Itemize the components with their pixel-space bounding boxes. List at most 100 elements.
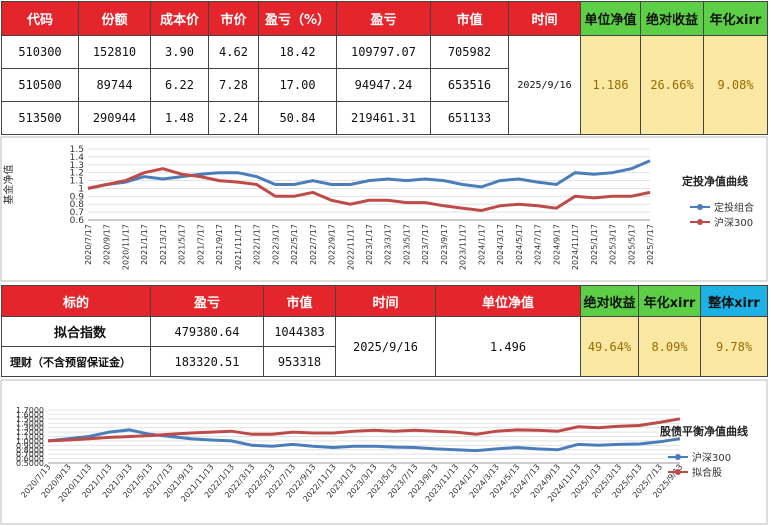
table-header: 盈亏 xyxy=(336,1,431,36)
chart-title: 股债平衡净值曲线 xyxy=(660,424,748,438)
table-header: 时间 xyxy=(335,285,436,317)
legend-label: 拟合股 xyxy=(692,466,722,479)
x-tick-label: 2021/11/17 xyxy=(234,224,243,270)
table-header: 单位净值 xyxy=(580,1,641,36)
table-cell: 1044383 xyxy=(263,316,336,347)
table-cell: 94947.24 xyxy=(336,68,431,102)
table-cell: 953318 xyxy=(263,346,336,377)
legend-dot xyxy=(675,454,681,460)
x-tick-label: 2022/9/17 xyxy=(328,224,337,265)
table-cell: 705982 xyxy=(430,35,509,69)
legend-dot xyxy=(697,204,703,210)
x-tick-label: 2023/7/17 xyxy=(421,224,430,265)
x-tick-label: 2022/5/17 xyxy=(290,224,299,265)
y-tick-label: 1.0000 xyxy=(16,437,44,446)
summary-cell: 2025/9/16 xyxy=(335,316,436,377)
table-header: 盈亏 xyxy=(150,285,264,317)
x-tick-label: 2025/5/17 xyxy=(627,224,636,265)
x-tick-label: 2020/11/17 xyxy=(121,224,130,270)
x-tick-label: 2020/9/17 xyxy=(103,224,112,265)
table-cell: 479380.64 xyxy=(150,316,264,347)
table-header: 绝对收益 xyxy=(640,1,704,36)
y-tick-label: 1.5000 xyxy=(16,415,44,424)
x-tick-label: 2025/3/17 xyxy=(609,224,618,265)
x-tick-label: 2022/7/17 xyxy=(309,224,318,265)
x-tick-label: 2024/9/17 xyxy=(552,224,561,265)
y-tick-label: 1.5 xyxy=(70,145,84,155)
table-header: 单位净值 xyxy=(435,285,581,317)
y-tick-label: 0.7000 xyxy=(16,450,44,459)
y-axis-label: 基金净值 xyxy=(2,165,15,205)
table-cell: 18.42 xyxy=(258,35,337,69)
x-tick-label: 2021/7/17 xyxy=(196,224,205,265)
x-tick-label: 2023/9/17 xyxy=(440,224,449,265)
x-tick-label: 2025/7/17 xyxy=(646,224,655,265)
x-tick-label: 2021/9/17 xyxy=(215,224,224,265)
table-header: 市值 xyxy=(430,1,509,36)
table-cell: 290944 xyxy=(78,101,151,135)
y-tick-label: 1.6000 xyxy=(16,410,44,419)
y-tick-label: 0.8 xyxy=(70,200,85,210)
table-cell: 7.28 xyxy=(208,68,259,102)
table-header: 盈亏（%） xyxy=(258,1,337,36)
y-tick-label: 1.7000 xyxy=(16,406,44,415)
y-tick-label: 1.1000 xyxy=(16,433,44,442)
x-tick-label: 2022/3/17 xyxy=(271,224,280,265)
table-cell: 拟合指数 xyxy=(1,316,151,347)
y-tick-label: 1.2 xyxy=(70,169,84,179)
summary-cell: 9.08% xyxy=(703,35,768,135)
table-cell: 6.22 xyxy=(150,68,209,102)
table-cell: 510500 xyxy=(1,68,79,102)
y-tick-label: 1.4 xyxy=(70,153,85,163)
table-cell: 4.62 xyxy=(208,35,259,69)
y-tick-label: 0.6 xyxy=(70,216,85,226)
y-tick-label: 0.9 xyxy=(70,192,85,202)
x-tick-label: 2021/1/17 xyxy=(140,224,149,265)
table-header: 年化xirr xyxy=(638,285,701,317)
table-cell: 50.84 xyxy=(258,101,337,135)
chart-title: 定投净值曲线 xyxy=(682,174,748,188)
table-cell: 152810 xyxy=(78,35,151,69)
summary-cell: 26.66% xyxy=(640,35,704,135)
table-header: 份额 xyxy=(78,1,151,36)
summary-cell: 2025/9/16 xyxy=(508,35,581,135)
table-header: 时间 xyxy=(508,1,581,36)
x-tick-label: 2022/11/17 xyxy=(346,224,355,270)
table-cell: 651133 xyxy=(430,101,509,135)
table-cell: 理财（不含预留保证金） xyxy=(1,346,151,377)
y-tick-label: 0.5000 xyxy=(16,459,44,468)
y-tick-label: 0.9000 xyxy=(16,441,44,450)
y-tick-label: 1.2000 xyxy=(16,428,44,437)
y-tick-label: 1.1 xyxy=(70,177,84,187)
y-tick-label: 0.7 xyxy=(70,208,84,218)
y-tick-label: 1.3000 xyxy=(16,424,44,433)
table-cell: 2.24 xyxy=(208,101,259,135)
x-tick-label: 2025/1/17 xyxy=(590,224,599,265)
x-tick-label: 2021/3/17 xyxy=(159,224,168,265)
table-cell: 513500 xyxy=(1,101,79,135)
y-tick-label: 1.4000 xyxy=(16,419,44,428)
table-header: 绝对收益 xyxy=(580,285,639,317)
y-tick-label: 0.6000 xyxy=(16,455,44,464)
table-header: 标的 xyxy=(1,285,151,317)
table-header: 市值 xyxy=(263,285,336,317)
table-cell: 3.90 xyxy=(150,35,209,69)
y-tick-label: 1.3 xyxy=(70,161,84,171)
line-series xyxy=(87,167,651,213)
y-tick-label: 1 xyxy=(78,184,84,194)
x-tick-label: 2023/3/17 xyxy=(384,224,393,265)
legend-label: 沪深300 xyxy=(714,216,753,229)
table-cell: 510300 xyxy=(1,35,79,69)
x-tick-label: 2024/5/17 xyxy=(515,224,524,265)
legend-label: 定投组合 xyxy=(714,201,754,214)
table-cell: 1.48 xyxy=(150,101,209,135)
table-cell: 89744 xyxy=(78,68,151,102)
legend-dot xyxy=(675,469,681,475)
table-header: 市价 xyxy=(208,1,259,36)
table-cell: 17.00 xyxy=(258,68,337,102)
x-tick-label: 2024/7/17 xyxy=(534,224,543,265)
summary-cell: 9.78% xyxy=(700,316,768,377)
table-cell: 109797.07 xyxy=(336,35,431,69)
